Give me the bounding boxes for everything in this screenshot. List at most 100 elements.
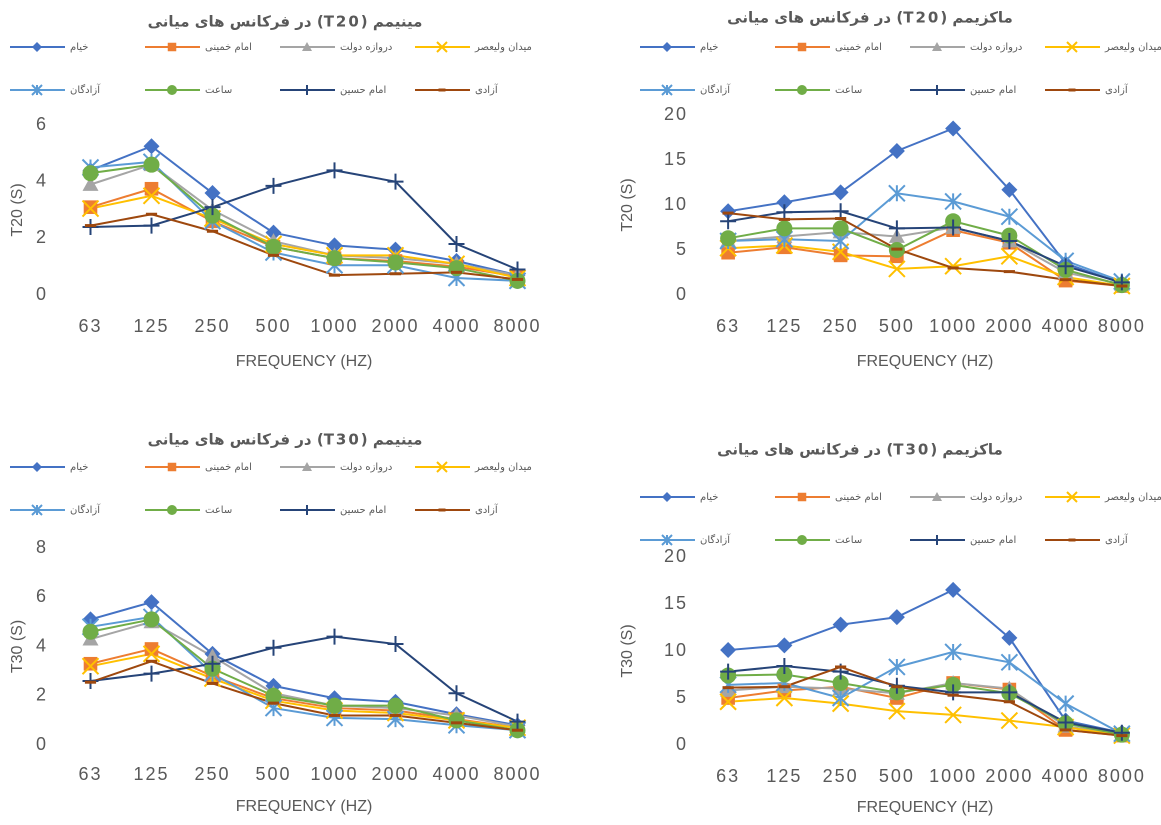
marker: [267, 253, 280, 257]
marker: [204, 648, 221, 663]
x-tick-label: 8000: [493, 764, 541, 784]
series-line: [90, 213, 518, 281]
marker: [326, 162, 343, 179]
y-tick-label: 15: [664, 149, 688, 169]
marker: [267, 701, 280, 705]
legend-label: ساعت: [205, 505, 232, 516]
marker: [265, 238, 282, 255]
marker: [932, 85, 942, 95]
marker: [1057, 714, 1074, 731]
series-line: [727, 127, 1123, 285]
marker: [328, 273, 341, 277]
marker: [511, 728, 524, 732]
x-tick-label: 4000: [432, 764, 480, 784]
x-tick-label: 2000: [985, 766, 1033, 786]
marker: [82, 165, 99, 182]
y-tick-label: 0: [676, 284, 688, 304]
marker: [167, 85, 177, 95]
marker: [776, 637, 793, 654]
series-line: [728, 588, 1123, 734]
marker: [945, 684, 962, 701]
legend-label: امام حسین: [340, 505, 386, 516]
marker: [167, 42, 177, 52]
series-line: [90, 160, 518, 282]
x-axis-label: FREQUENCY (HZ): [857, 353, 994, 370]
legend-label: دروازه دولت: [970, 492, 1022, 503]
marker: [888, 143, 905, 159]
marker: [81, 657, 100, 675]
y-axis-label: T30 (S): [9, 620, 26, 673]
marker: [84, 680, 97, 684]
legend-label: آزادی: [1105, 83, 1129, 96]
marker: [448, 685, 465, 702]
marker: [1000, 653, 1019, 671]
series-line: [728, 665, 1122, 737]
marker: [83, 200, 98, 214]
y-axis-label: T30 (S): [619, 624, 636, 677]
marker: [720, 642, 737, 659]
legend-label: خیام: [700, 42, 718, 53]
legend-label: میدان ولیعصر: [1104, 42, 1161, 53]
y-tick-label: 20: [664, 546, 688, 566]
marker: [945, 219, 962, 236]
series-line: [90, 660, 518, 732]
x-tick-label: 1000: [310, 316, 358, 336]
marker: [832, 220, 849, 237]
marker: [143, 611, 160, 628]
marker: [142, 645, 161, 663]
marker: [302, 462, 312, 471]
marker: [142, 187, 161, 205]
x-tick-label: 125: [766, 316, 802, 336]
marker: [31, 504, 43, 516]
marker: [722, 686, 734, 690]
marker: [722, 211, 734, 215]
x-tick-label: 63: [78, 316, 102, 336]
chart: مینیمم (T30) در فرکانس های میانی 0 2 4 6 8 63 1…: [9, 431, 541, 816]
x-tick-label: 250: [194, 316, 230, 336]
marker: [32, 462, 42, 472]
legend-label: امام خمینی: [205, 42, 252, 53]
marker: [1113, 724, 1130, 741]
legend-label: خیام: [70, 42, 88, 53]
marker: [82, 623, 99, 640]
marker: [1001, 684, 1018, 701]
marker: [944, 257, 962, 275]
chart: مینیمم (T20) در فرکانس های میانی 0 2 4 6 63 12…: [9, 13, 539, 371]
marker: [944, 643, 962, 661]
marker: [1057, 258, 1074, 275]
marker: [776, 658, 793, 675]
y-tick-label: 5: [676, 687, 688, 707]
marker: [832, 203, 849, 220]
marker: [1000, 711, 1019, 730]
y-tick-label: 15: [664, 593, 688, 613]
marker: [144, 181, 159, 196]
marker: [1068, 538, 1076, 542]
legend-label: امام خمینی: [835, 42, 882, 53]
marker: [888, 702, 906, 720]
marker: [1068, 88, 1076, 92]
legend-label: دروازه دولت: [340, 42, 392, 53]
marker: [265, 639, 282, 656]
x-tick-label: 4000: [432, 316, 480, 336]
series-line: [90, 635, 518, 723]
series-line: [728, 212, 1122, 287]
marker: [438, 508, 446, 512]
chart-title: مینیمم (T20) در فرکانس های میانی: [148, 13, 423, 31]
marker: [204, 185, 221, 201]
chart-title: ماکزیمم (T20) در فرکانس های میانی: [727, 9, 1013, 27]
x-axis-label: FREQUENCY (HZ): [236, 798, 373, 815]
legend-label: خیام: [70, 462, 88, 473]
y-tick-label: 4: [36, 170, 48, 190]
marker: [888, 658, 906, 676]
marker: [891, 247, 903, 251]
series-line: [728, 665, 1123, 734]
chart: ماکزیمم (T30) در فرکانس های میانی 0 5 10 15 2…: [619, 441, 1161, 817]
marker: [386, 710, 405, 728]
legend-label: دروازه دولت: [970, 42, 1022, 53]
marker: [31, 84, 43, 96]
marker: [832, 616, 849, 633]
marker: [662, 492, 672, 502]
marker: [302, 505, 312, 515]
marker: [944, 192, 962, 211]
marker: [776, 220, 793, 237]
